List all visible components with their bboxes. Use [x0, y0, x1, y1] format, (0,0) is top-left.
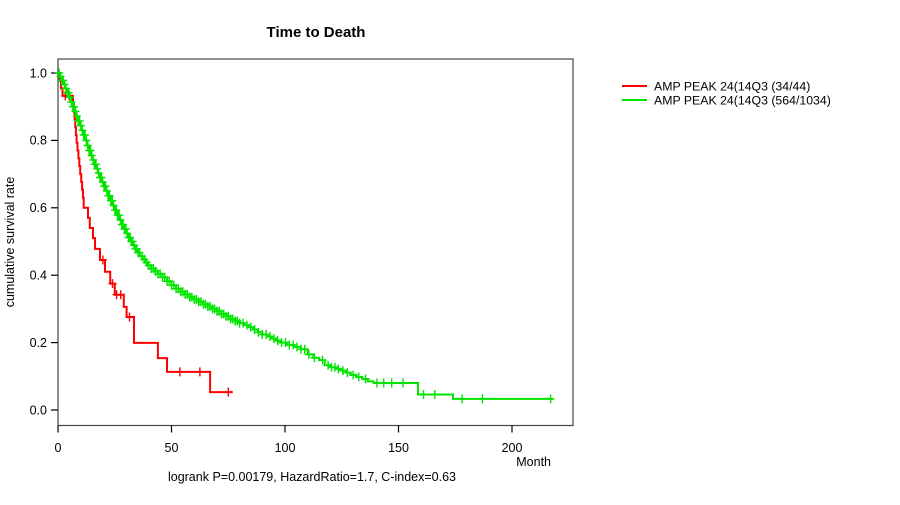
y-tick-label: 0.0: [30, 403, 47, 417]
y-tick-label: 1.0: [30, 66, 47, 80]
plot-title: Time to Death: [267, 24, 366, 41]
y-tick-label: 0.8: [30, 134, 47, 148]
x-tick-label: 200: [502, 441, 523, 455]
legend-label-green: AMP PEAK 24(14Q3 (564/1034): [654, 94, 831, 108]
legend-label-red: AMP PEAK 24(14Q3 (34/44): [654, 80, 810, 94]
x-axis-label: Month: [516, 455, 551, 469]
axes: 0 50 100 150 200 0.0 0.2 0.4 0.6 0.8 1.0: [30, 66, 523, 455]
legend: AMP PEAK 24(14Q3 (34/44) AMP PEAK 24(14Q…: [622, 80, 831, 108]
censor-marks-1: [55, 68, 555, 404]
x-tick-label: 150: [388, 441, 409, 455]
y-tick-label: 0.4: [30, 269, 47, 283]
y-axis-label: cumulative survival rate: [3, 177, 17, 308]
x-tick-label: 0: [55, 441, 62, 455]
y-tick-label: 0.6: [30, 201, 47, 215]
x-tick-label: 50: [165, 441, 179, 455]
curves: [55, 68, 555, 404]
x-tick-label: 100: [275, 441, 296, 455]
survival-curve-1: [58, 72, 553, 400]
survival-curve-0: [58, 72, 233, 394]
plot-border: [57, 58, 574, 427]
stats-caption: logrank P=0.00179, HazardRatio=1.7, C-in…: [168, 470, 456, 484]
y-tick-label: 0.2: [30, 336, 47, 350]
